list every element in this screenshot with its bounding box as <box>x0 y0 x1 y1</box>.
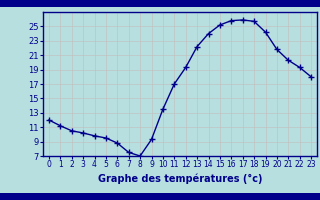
X-axis label: Graphe des températures (°c): Graphe des températures (°c) <box>98 173 262 184</box>
